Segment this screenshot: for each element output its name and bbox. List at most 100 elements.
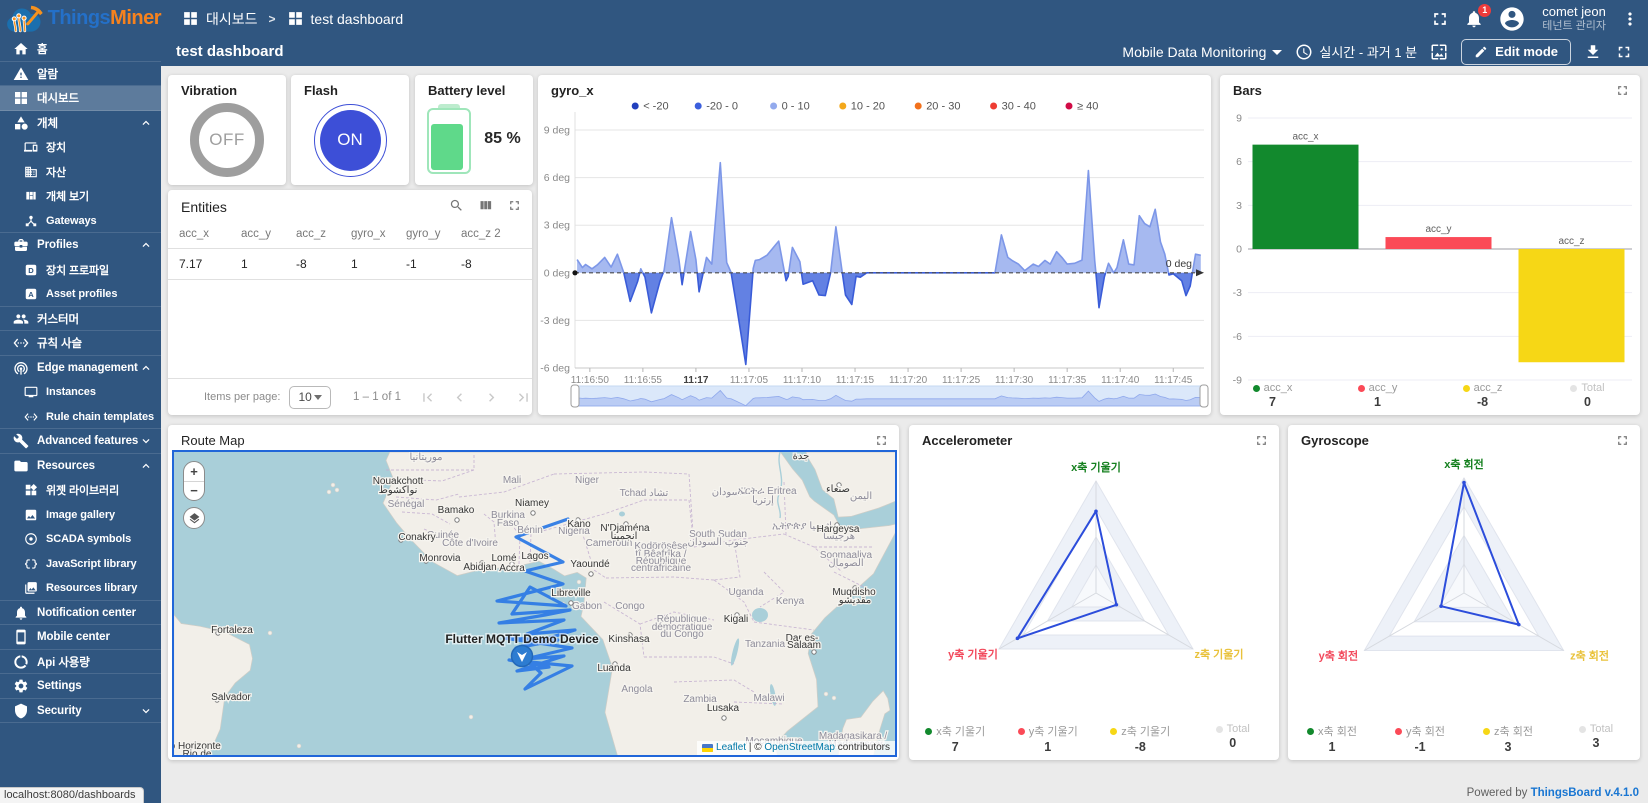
legend-item[interactable]: y축 기울기 1 xyxy=(1002,723,1095,754)
leaflet-link[interactable]: Leaflet xyxy=(716,742,747,753)
sidebar-item-알람[interactable]: 알람 xyxy=(0,62,161,87)
column-header[interactable]: acc_z 2 xyxy=(461,228,501,240)
sidebar-item-security[interactable]: Security xyxy=(0,699,161,724)
download-icon[interactable] xyxy=(1584,43,1602,61)
fullscreen-icon[interactable] xyxy=(874,433,889,448)
first-page-icon[interactable] xyxy=(419,389,436,406)
sidebar-item-notification-center[interactable]: Notification center xyxy=(0,601,161,626)
sidebar-item-image-gallery[interactable]: Image gallery xyxy=(0,503,161,528)
sidebar-item-instances[interactable]: Instances xyxy=(0,380,161,405)
column-header[interactable]: gyro_x xyxy=(351,228,386,240)
sidebar-item-위젯-라이브러리[interactable]: 위젯 라이브러리 xyxy=(0,478,161,503)
sidebar-item-rule-chain-templates[interactable]: Rule chain templates xyxy=(0,405,161,430)
sidebar-item-자산[interactable]: 자산 xyxy=(0,160,161,185)
screenshot-icon[interactable] xyxy=(1430,43,1448,61)
sidebar-item-resources-library[interactable]: Resources library xyxy=(0,576,161,601)
accelerometer-radar-chart[interactable]: x축 기울기 y축 기울기 z축 기울기 xyxy=(909,425,1279,720)
breadcrumb-dashboards[interactable]: 대시보드 xyxy=(182,9,258,29)
map-attribution: Leaflet | © OpenStreetMap contributors xyxy=(697,741,895,755)
gyroscope-radar-chart[interactable]: x축 회전 y축 회전 z축 회전 xyxy=(1288,425,1640,720)
svg-text:x축 회전: x축 회전 xyxy=(1444,457,1484,471)
sidebar-item-홈[interactable]: 홈 xyxy=(0,37,161,62)
accelerometer-legend: x축 기울기 7 y축 기울기 1 z축 기울기 -8 Total 0 xyxy=(909,723,1279,754)
sidebar-item-개체-보기[interactable]: 개체 보기 xyxy=(0,184,161,209)
fullscreen-icon[interactable] xyxy=(1615,43,1633,61)
sidebar-item-mobile-center[interactable]: Mobile center xyxy=(0,625,161,650)
fullscreen-icon[interactable] xyxy=(1254,433,1269,448)
legend-item[interactable]: acc_z -8 xyxy=(1430,382,1535,409)
bars-chart[interactable]: 9 6 3 0 -3 -6 -9 acc_x acc_y acc_z xyxy=(1220,75,1640,415)
svg-text:Kigali: Kigali xyxy=(724,614,748,625)
thingsboard-version-link[interactable]: ThingsBoard v.4.1.0 xyxy=(1530,787,1639,799)
zoom-out-button[interactable]: − xyxy=(184,480,204,501)
svg-text:11:17: 11:17 xyxy=(683,375,708,386)
legend-item[interactable]: z축 회전 3 xyxy=(1464,723,1552,754)
fullscreen-icon[interactable] xyxy=(1615,83,1630,98)
sidebar-item-edge-management[interactable]: Edge management xyxy=(0,356,161,381)
svg-text:Belo Horizonte: Belo Horizonte xyxy=(174,741,221,752)
legend-item[interactable]: Total 3 xyxy=(1552,723,1640,754)
timewindow-button[interactable]: 실시간 - 과거 1 분 xyxy=(1295,42,1417,61)
svg-text:Gabon: Gabon xyxy=(572,601,602,612)
svg-text:11:17:10: 11:17:10 xyxy=(783,375,822,386)
breadcrumb-current[interactable]: test dashboard xyxy=(287,10,403,27)
search-icon[interactable] xyxy=(449,198,464,213)
legend-item[interactable]: y축 회전 -1 xyxy=(1376,723,1464,754)
flash-switch[interactable]: ON xyxy=(313,103,387,177)
sidebar-item-커스터머[interactable]: 커스터머 xyxy=(0,307,161,332)
column-header[interactable]: acc_y xyxy=(241,228,272,240)
legend-item[interactable]: x축 회전 1 xyxy=(1288,723,1376,754)
fullscreen-icon[interactable] xyxy=(1430,9,1450,29)
legend-item[interactable]: Total 0 xyxy=(1187,723,1280,754)
legend-item[interactable]: acc_x 7 xyxy=(1220,382,1325,409)
last-page-icon[interactable] xyxy=(515,389,532,406)
sidebar-item-advanced-features[interactable]: Advanced features xyxy=(0,429,161,454)
sidebar-item-장치[interactable]: 장치 xyxy=(0,135,161,160)
legend-item[interactable]: Total 0 xyxy=(1535,382,1640,409)
sidebar-item-대시보드[interactable]: 대시보드 xyxy=(0,86,161,111)
sidebar-item-개체[interactable]: 개체 xyxy=(0,111,161,136)
sidebar-item-javascript-library[interactable]: JavaScript library xyxy=(0,552,161,577)
sidebar-item-asset-profiles[interactable]: A Asset profiles xyxy=(0,282,161,307)
table-row[interactable]: 7.17 1 -8 1 -1 -8 xyxy=(168,249,532,280)
kebab-menu-icon[interactable] xyxy=(1620,9,1640,29)
sidebar-item-profiles[interactable]: Profiles xyxy=(0,233,161,258)
sidebar-item-scada-symbols[interactable]: SCADA symbols xyxy=(0,527,161,552)
logo[interactable]: ThingsMiner xyxy=(0,0,161,37)
column-header[interactable]: gyro_y xyxy=(406,228,441,240)
sidebar-item-label: 대시보드 xyxy=(37,93,79,106)
sidebar-item-장치-프로파일[interactable]: D 장치 프로파일 xyxy=(0,258,161,283)
legend-item[interactable]: x축 기울기 7 xyxy=(909,723,1002,754)
map-layers-button[interactable] xyxy=(183,507,205,529)
sidebar-item-api-사용량[interactable]: Api 사용량 xyxy=(0,650,161,675)
sidebar-item-gateways[interactable]: Gateways xyxy=(0,209,161,234)
notifications-button[interactable]: 1 xyxy=(1464,3,1492,29)
legend-item[interactable]: z축 기울기 -8 xyxy=(1094,723,1187,754)
zoom-in-button[interactable]: + xyxy=(190,463,198,479)
edit-mode-button[interactable]: Edit mode xyxy=(1461,38,1571,65)
dashboard-canvas: Vibration OFF Flash ON Battery level 85 … xyxy=(161,66,1648,803)
items-per-page-select[interactable]: 10 xyxy=(289,385,332,409)
osm-link[interactable]: OpenStreetMap xyxy=(764,742,835,753)
gyroscope-legend: x축 회전 1 y축 회전 -1 z축 회전 3 Total 3 xyxy=(1288,723,1640,754)
sidebar-item-resources[interactable]: Resources xyxy=(0,454,161,479)
user-info[interactable]: comet jeon 테넌트 관리자 xyxy=(1542,4,1606,33)
svg-text:du Congo: du Congo xyxy=(660,629,704,640)
sidebar-item-규칙-사슬[interactable]: 규칙 사슬 xyxy=(0,331,161,356)
avatar[interactable] xyxy=(1498,5,1526,33)
dashboard-state-select[interactable]: Mobile Data Monitoring xyxy=(1122,44,1283,60)
next-page-icon[interactable] xyxy=(483,389,500,406)
legend-item[interactable]: acc_y 1 xyxy=(1325,382,1430,409)
column-header[interactable]: acc_z xyxy=(296,228,327,240)
columns-icon[interactable] xyxy=(478,198,493,213)
vibration-switch[interactable]: OFF xyxy=(190,103,264,177)
fullscreen-icon[interactable] xyxy=(507,198,522,213)
gyro-x-timeseries-chart[interactable]: < -20 -20 - 0 0 - 10 10 - 20 20 - 30 30 - 40 ≥… xyxy=(538,75,1211,415)
prev-page-icon[interactable] xyxy=(451,389,468,406)
fullscreen-icon[interactable] xyxy=(1615,433,1630,448)
sidebar-item-settings[interactable]: Settings xyxy=(0,674,161,699)
leaflet-map[interactable]: موريتانيا Mali Niger Tchad تشاد السودان ኤርትራ … xyxy=(172,450,897,757)
image-icon xyxy=(24,508,38,522)
column-header[interactable]: acc_x xyxy=(179,228,210,240)
